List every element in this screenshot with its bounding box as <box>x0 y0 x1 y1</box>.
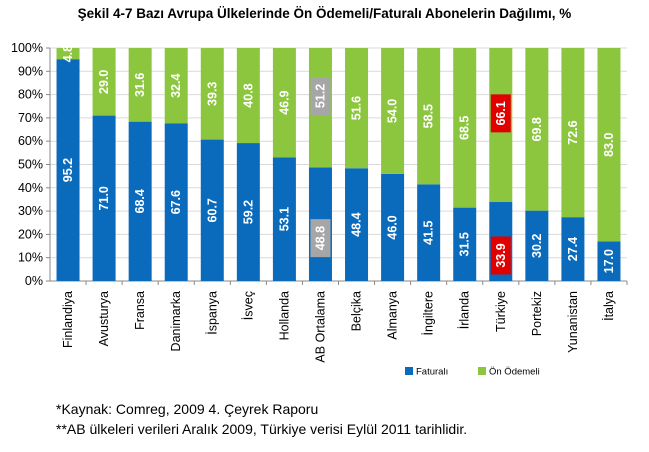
footnote-dates: **AB ülkeleri verileri Aralık 2009, Türk… <box>56 421 468 437</box>
bar-faturali <box>128 121 152 282</box>
bar-on-odemeli <box>92 48 116 116</box>
data-label-on-odemeli: 32.4 <box>169 74 183 98</box>
y-tick-label: 90% <box>18 64 43 78</box>
bar-on-odemeli <box>525 48 549 211</box>
data-label-faturali: 53.1 <box>277 207 291 231</box>
data-label-box-on-odemeli <box>490 94 511 133</box>
data-label-faturali: 27.4 <box>566 237 580 261</box>
y-tick-label: 10% <box>18 251 43 265</box>
y-tick-label: 30% <box>18 204 43 218</box>
data-label-on-odemeli: 29.0 <box>97 70 111 94</box>
x-category-label: İspanya <box>205 291 219 335</box>
data-label-on-odemeli: 68.5 <box>458 116 472 140</box>
data-label-on-odemeli: 69.8 <box>530 117 544 141</box>
bar-faturali <box>381 173 405 281</box>
bar-faturali <box>236 143 260 281</box>
x-category-label: Hollanda <box>277 291 291 340</box>
data-label-on-odemeli: 83.0 <box>602 132 616 156</box>
x-category-label: İrlanda <box>458 291 472 329</box>
x-category-label: Almanya <box>386 291 400 340</box>
bar-on-odemeli <box>128 48 152 122</box>
x-category-label: Yunanistan <box>566 291 580 353</box>
data-label-on-odemeli: 54.0 <box>386 99 400 123</box>
data-label-faturali: 46.0 <box>386 215 400 239</box>
bar-faturali <box>561 217 585 281</box>
data-label-on-odemeli: 72.6 <box>566 120 580 144</box>
legend-swatch-on-odemeli <box>478 367 486 375</box>
bar-on-odemeli <box>56 48 80 60</box>
data-label-on-odemeli: 66.1 <box>494 101 508 125</box>
data-label-box-faturali <box>310 219 331 258</box>
data-label-on-odemeli: 46.9 <box>277 90 291 114</box>
bar-on-odemeli <box>561 48 585 218</box>
legend-swatch-faturali <box>405 367 413 375</box>
bar-faturali <box>345 168 369 281</box>
bar-faturali <box>164 123 188 281</box>
x-category-label: Danimarka <box>169 291 183 351</box>
y-tick-label: 60% <box>18 134 43 148</box>
footnote-source: *Kaynak: Comreg, 2009 4. Çeyrek Raporu <box>56 401 319 417</box>
y-tick-label: 40% <box>18 181 43 195</box>
data-label-on-odemeli: 58.5 <box>422 104 436 128</box>
x-category-label: Avusturya <box>97 291 111 346</box>
bar-on-odemeli <box>164 48 188 124</box>
data-label-faturali: 60.7 <box>205 198 219 222</box>
x-category-label: İtalya <box>602 291 616 321</box>
bar-on-odemeli <box>345 48 369 169</box>
data-label-on-odemeli: 51.2 <box>313 84 327 108</box>
x-category-label: Türkiye <box>494 291 508 332</box>
data-label-faturali: 48.8 <box>313 226 327 250</box>
data-label-faturali: 33.9 <box>494 243 508 267</box>
data-label-faturali: 48.4 <box>350 212 364 236</box>
y-tick-label: 80% <box>18 88 43 102</box>
bar-faturali <box>92 115 116 281</box>
data-label-faturali: 59.2 <box>241 200 255 224</box>
data-label-faturali: 68.4 <box>133 189 147 213</box>
bar-faturali <box>525 210 549 281</box>
data-label-faturali: 17.0 <box>602 249 616 273</box>
x-category-label: AB Ortalama <box>313 291 327 363</box>
data-label-on-odemeli: 51.6 <box>350 96 364 120</box>
bar-faturali <box>417 184 441 281</box>
bar-faturali <box>272 157 296 281</box>
data-label-on-odemeli: 4.8 <box>61 45 75 62</box>
data-label-faturali: 30.2 <box>530 234 544 258</box>
y-tick-label: 20% <box>18 227 43 241</box>
data-label-box-faturali <box>490 236 511 275</box>
y-tick-label: 100% <box>11 41 43 55</box>
data-label-box-on-odemeli <box>310 76 331 115</box>
x-category-label: Fransa <box>133 291 147 330</box>
data-label-faturali: 71.0 <box>97 186 111 210</box>
data-label-faturali: 67.6 <box>169 190 183 214</box>
bar-on-odemeli <box>453 48 477 208</box>
bar-on-odemeli <box>272 48 296 158</box>
x-category-label: İngiltere <box>422 291 436 336</box>
bar-on-odemeli <box>200 48 224 140</box>
data-label-on-odemeli: 39.3 <box>205 82 219 106</box>
data-label-faturali: 31.5 <box>458 232 472 256</box>
data-label-faturali: 95.2 <box>61 158 75 182</box>
y-tick-label: 0% <box>25 274 43 288</box>
bar-faturali <box>56 59 80 282</box>
data-label-on-odemeli: 40.8 <box>241 83 255 107</box>
bar-on-odemeli <box>381 48 405 174</box>
bar-faturali <box>597 241 621 281</box>
bar-faturali <box>200 139 224 281</box>
x-category-label: Portekiz <box>530 291 544 336</box>
chart-title: Şekil 4-7 Bazı Avrupa Ülkelerinde Ön Öde… <box>77 6 572 21</box>
y-tick-label: 50% <box>18 158 43 172</box>
data-label-on-odemeli: 31.6 <box>133 73 147 97</box>
x-category-label: İsveç <box>241 291 255 320</box>
bar-on-odemeli <box>597 48 621 242</box>
bar-on-odemeli <box>417 48 441 185</box>
bar-faturali <box>453 207 477 281</box>
y-tick-label: 70% <box>18 111 43 125</box>
bar-on-odemeli <box>236 48 260 144</box>
legend-label-on-odemeli: Ön Ödemeli <box>489 367 540 378</box>
data-label-faturali: 41.5 <box>422 220 436 244</box>
x-category-label: Belçika <box>350 291 364 331</box>
x-category-label: Finlandiya <box>61 291 75 348</box>
legend-label-faturali: Faturalı <box>416 367 448 378</box>
